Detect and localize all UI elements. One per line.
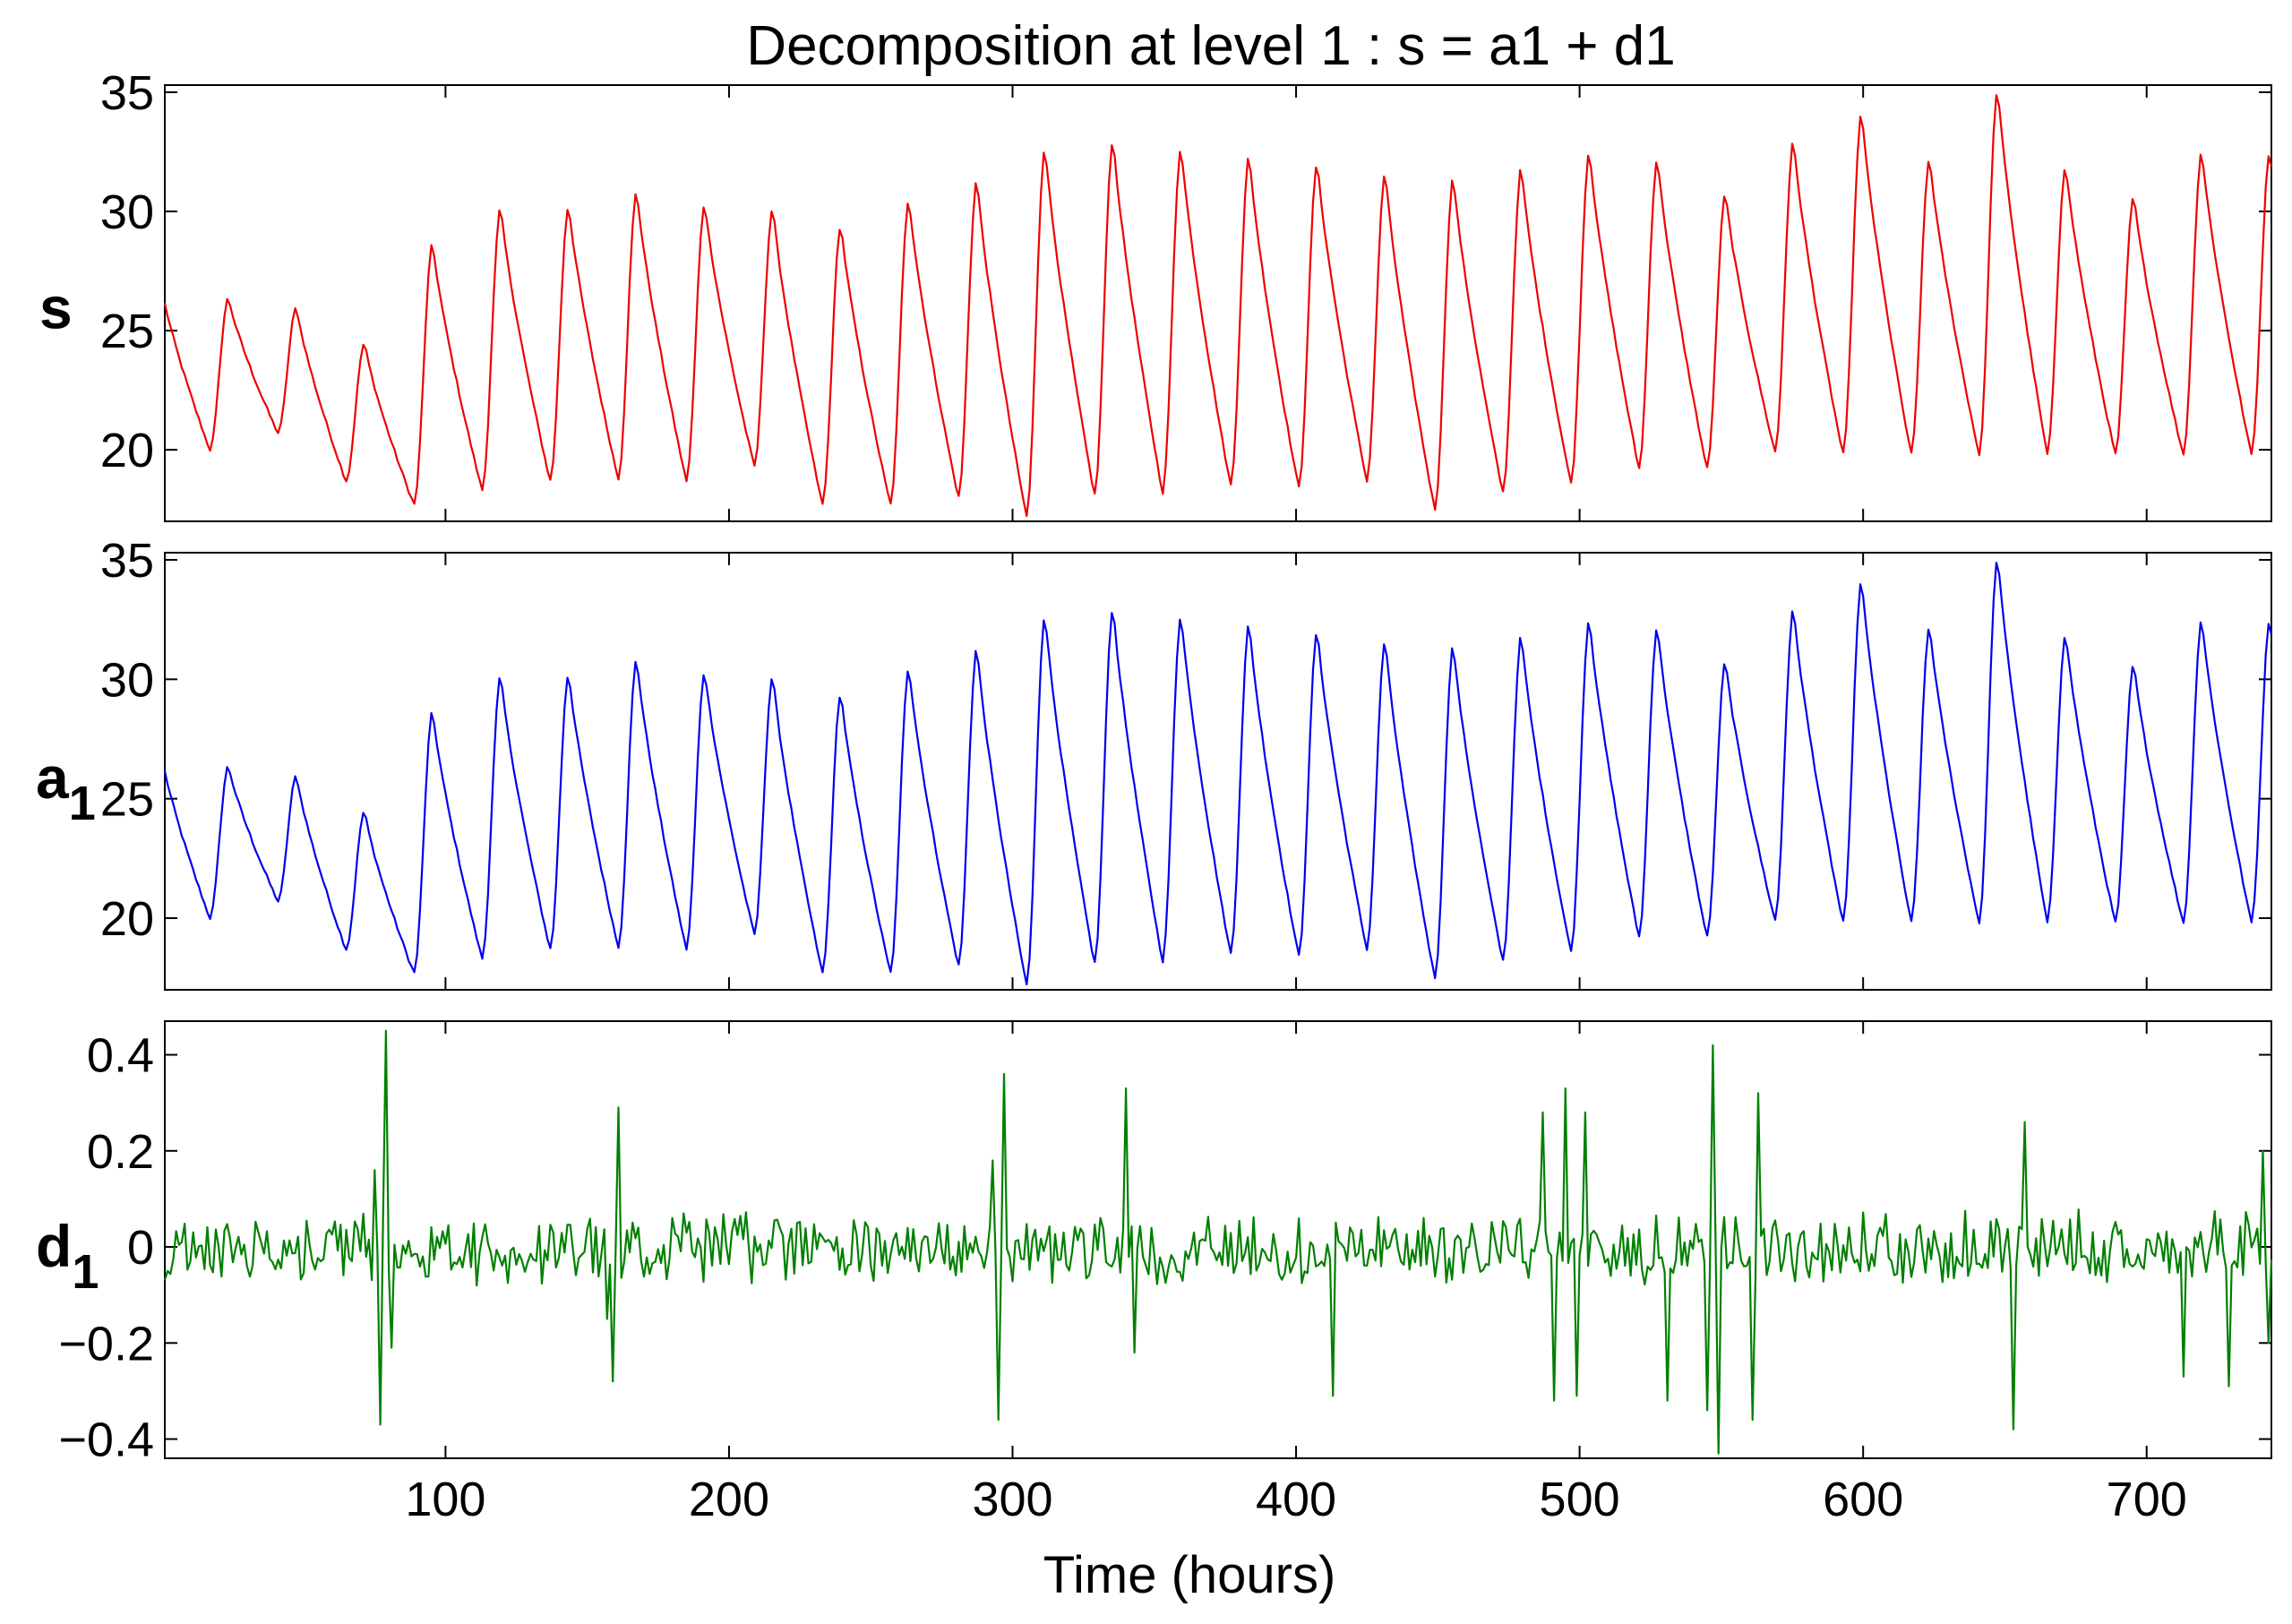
x-tick-label-5: 600 <box>1823 1473 1903 1526</box>
y-tick-label-d1-3: 0.2 <box>87 1125 154 1179</box>
panel-a1-frame <box>164 552 2272 991</box>
panel-s-frame <box>164 84 2272 522</box>
series-line-s <box>163 94 2273 518</box>
x-tick-label-1: 200 <box>689 1473 769 1526</box>
y-axis-label-s: s <box>39 275 73 341</box>
y-tick-label-a1-3: 35 <box>100 534 154 588</box>
series-line-d1 <box>163 1029 2273 1455</box>
y-tick-label-s-3: 35 <box>100 66 154 120</box>
y-tick-label-a1-0: 20 <box>100 892 154 946</box>
y-axis-label-d1: d1 <box>36 1213 99 1299</box>
y-tick-label-d1-2: 0 <box>127 1221 154 1275</box>
panel-a1: 20 25 30 35 a1 <box>36 534 2273 991</box>
series-line-a1 <box>163 562 2273 986</box>
panels-group: 20 25 30 35 s 20 25 30 35 a1 −0.4 −0.2 0 0.2 0.4 d1 100 2… <box>36 66 2273 1526</box>
y-axis-label-a1: a1 <box>36 744 96 830</box>
x-tick-label-0: 100 <box>405 1473 485 1526</box>
y-tick-label-d1-0: −0.4 <box>58 1413 154 1467</box>
x-tick-label-4: 500 <box>1540 1473 1620 1526</box>
y-tick-label-d1-4: 0.4 <box>87 1029 154 1083</box>
panel-d1-frame <box>164 1020 2272 1459</box>
x-axis-label: Time (hours) <box>1043 1546 1336 1604</box>
y-tick-label-a1-2: 30 <box>100 653 154 707</box>
chart-title: Decomposition at level 1 : s = a1 + d1 <box>746 15 1675 77</box>
x-tick-label-6: 700 <box>2107 1473 2187 1526</box>
panel-s: 20 25 30 35 s <box>39 66 2273 522</box>
y-tick-label-s-2: 30 <box>100 185 154 239</box>
x-tick-label-3: 400 <box>1256 1473 1336 1526</box>
y-tick-label-d1-1: −0.2 <box>58 1317 154 1371</box>
y-tick-label-s-1: 25 <box>100 305 154 358</box>
panel-d1: −0.4 −0.2 0 0.2 0.4 d1 <box>36 1020 2273 1467</box>
y-tick-label-s-0: 20 <box>100 424 154 477</box>
x-tick-label-2: 300 <box>972 1473 1052 1526</box>
y-tick-label-a1-1: 25 <box>100 773 154 827</box>
